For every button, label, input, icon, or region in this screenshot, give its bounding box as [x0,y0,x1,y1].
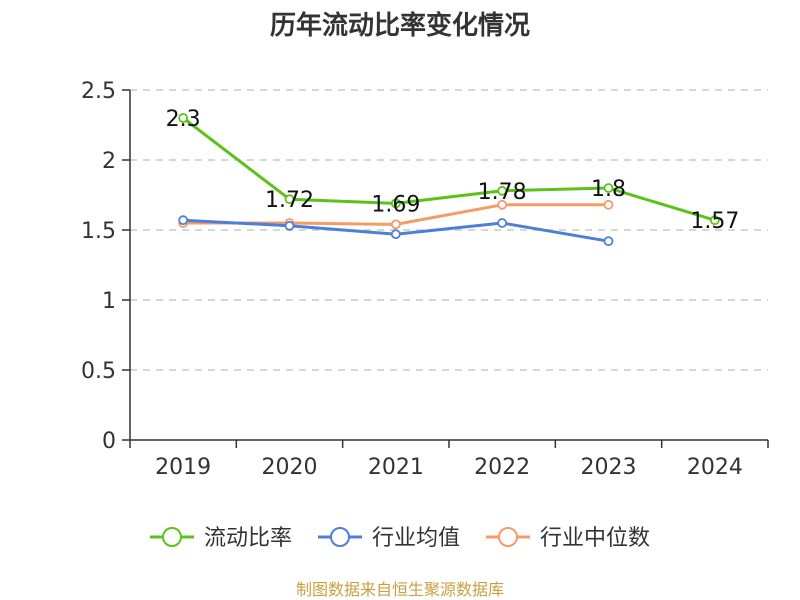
y-tick-label-4: 2 [102,149,116,174]
y-tick-label-3: 1.5 [81,219,116,244]
x-tick-label-2022: 2022 [474,455,530,480]
chart-title: 历年流动比率变化情况 [270,10,530,41]
legend-item-2: 行业中位数 [486,526,650,551]
data-label-0-2019: 2.3 [166,107,201,132]
series-1-point-2020 [284,220,295,231]
legend-marker-0 [162,527,182,547]
series-2-point-2022 [497,199,508,210]
legend-item-0: 流动比率 [150,526,292,551]
legend-label-0: 流动比率 [204,526,292,551]
data-label-0-2020: 1.72 [265,188,314,213]
series-2-point-2023 [603,199,614,210]
legend-marker-2 [498,527,518,547]
legend-marker-1 [330,527,350,547]
series-0-point-2019 [178,113,189,123]
source-note: 制图数据来自恒生聚源数据库 [296,580,504,599]
x-tick-label-2019: 2019 [155,455,211,480]
y-tick-label-1: 0.5 [81,359,116,384]
series-1-point-2022 [497,218,508,228]
series-1-point-2019 [178,215,189,226]
data-label-0-2021: 1.69 [371,192,420,217]
data-label-0-2024: 1.57 [690,209,739,234]
x-tick-label-2024: 2024 [687,455,743,480]
series [178,113,720,247]
y-tick-label-0: 0 [102,429,116,454]
data-label-0-2023: 1.8 [591,177,626,202]
x-tick-label-2020: 2020 [262,455,318,480]
series-2-point-2021 [390,219,401,230]
y-tick-label-2: 1 [102,289,116,314]
x-tick-label-2023: 2023 [581,455,637,480]
y-tick-label-5: 2.5 [81,79,116,104]
axes: 0 0.5 1 1.5 2 2.5 2019 2020 2021 2022 2023 2024 [81,79,769,480]
legend-item-1: 行业均值 [318,526,460,551]
data-label-0-2022: 1.78 [478,180,527,205]
series-0-point-2020 [284,194,295,205]
data-labels: 2.3 1.72 1.69 1.78 1.8 1.57 [166,107,740,234]
series-0-point-2022 [497,185,508,196]
legend-label-2: 行业中位数 [540,526,650,551]
series-0-point-2023 [603,183,614,193]
series-1-point-2023 [603,236,614,247]
series-1-point-2021 [390,229,401,240]
legend-label-1: 行业均值 [372,526,460,551]
series-0-point-2024 [709,215,720,226]
legend: 流动比率 行业均值 行业中位数 [150,526,650,551]
series-line-0 [182,116,716,222]
series-0-point-2021 [390,198,401,209]
x-tick-label-2021: 2021 [368,455,424,480]
